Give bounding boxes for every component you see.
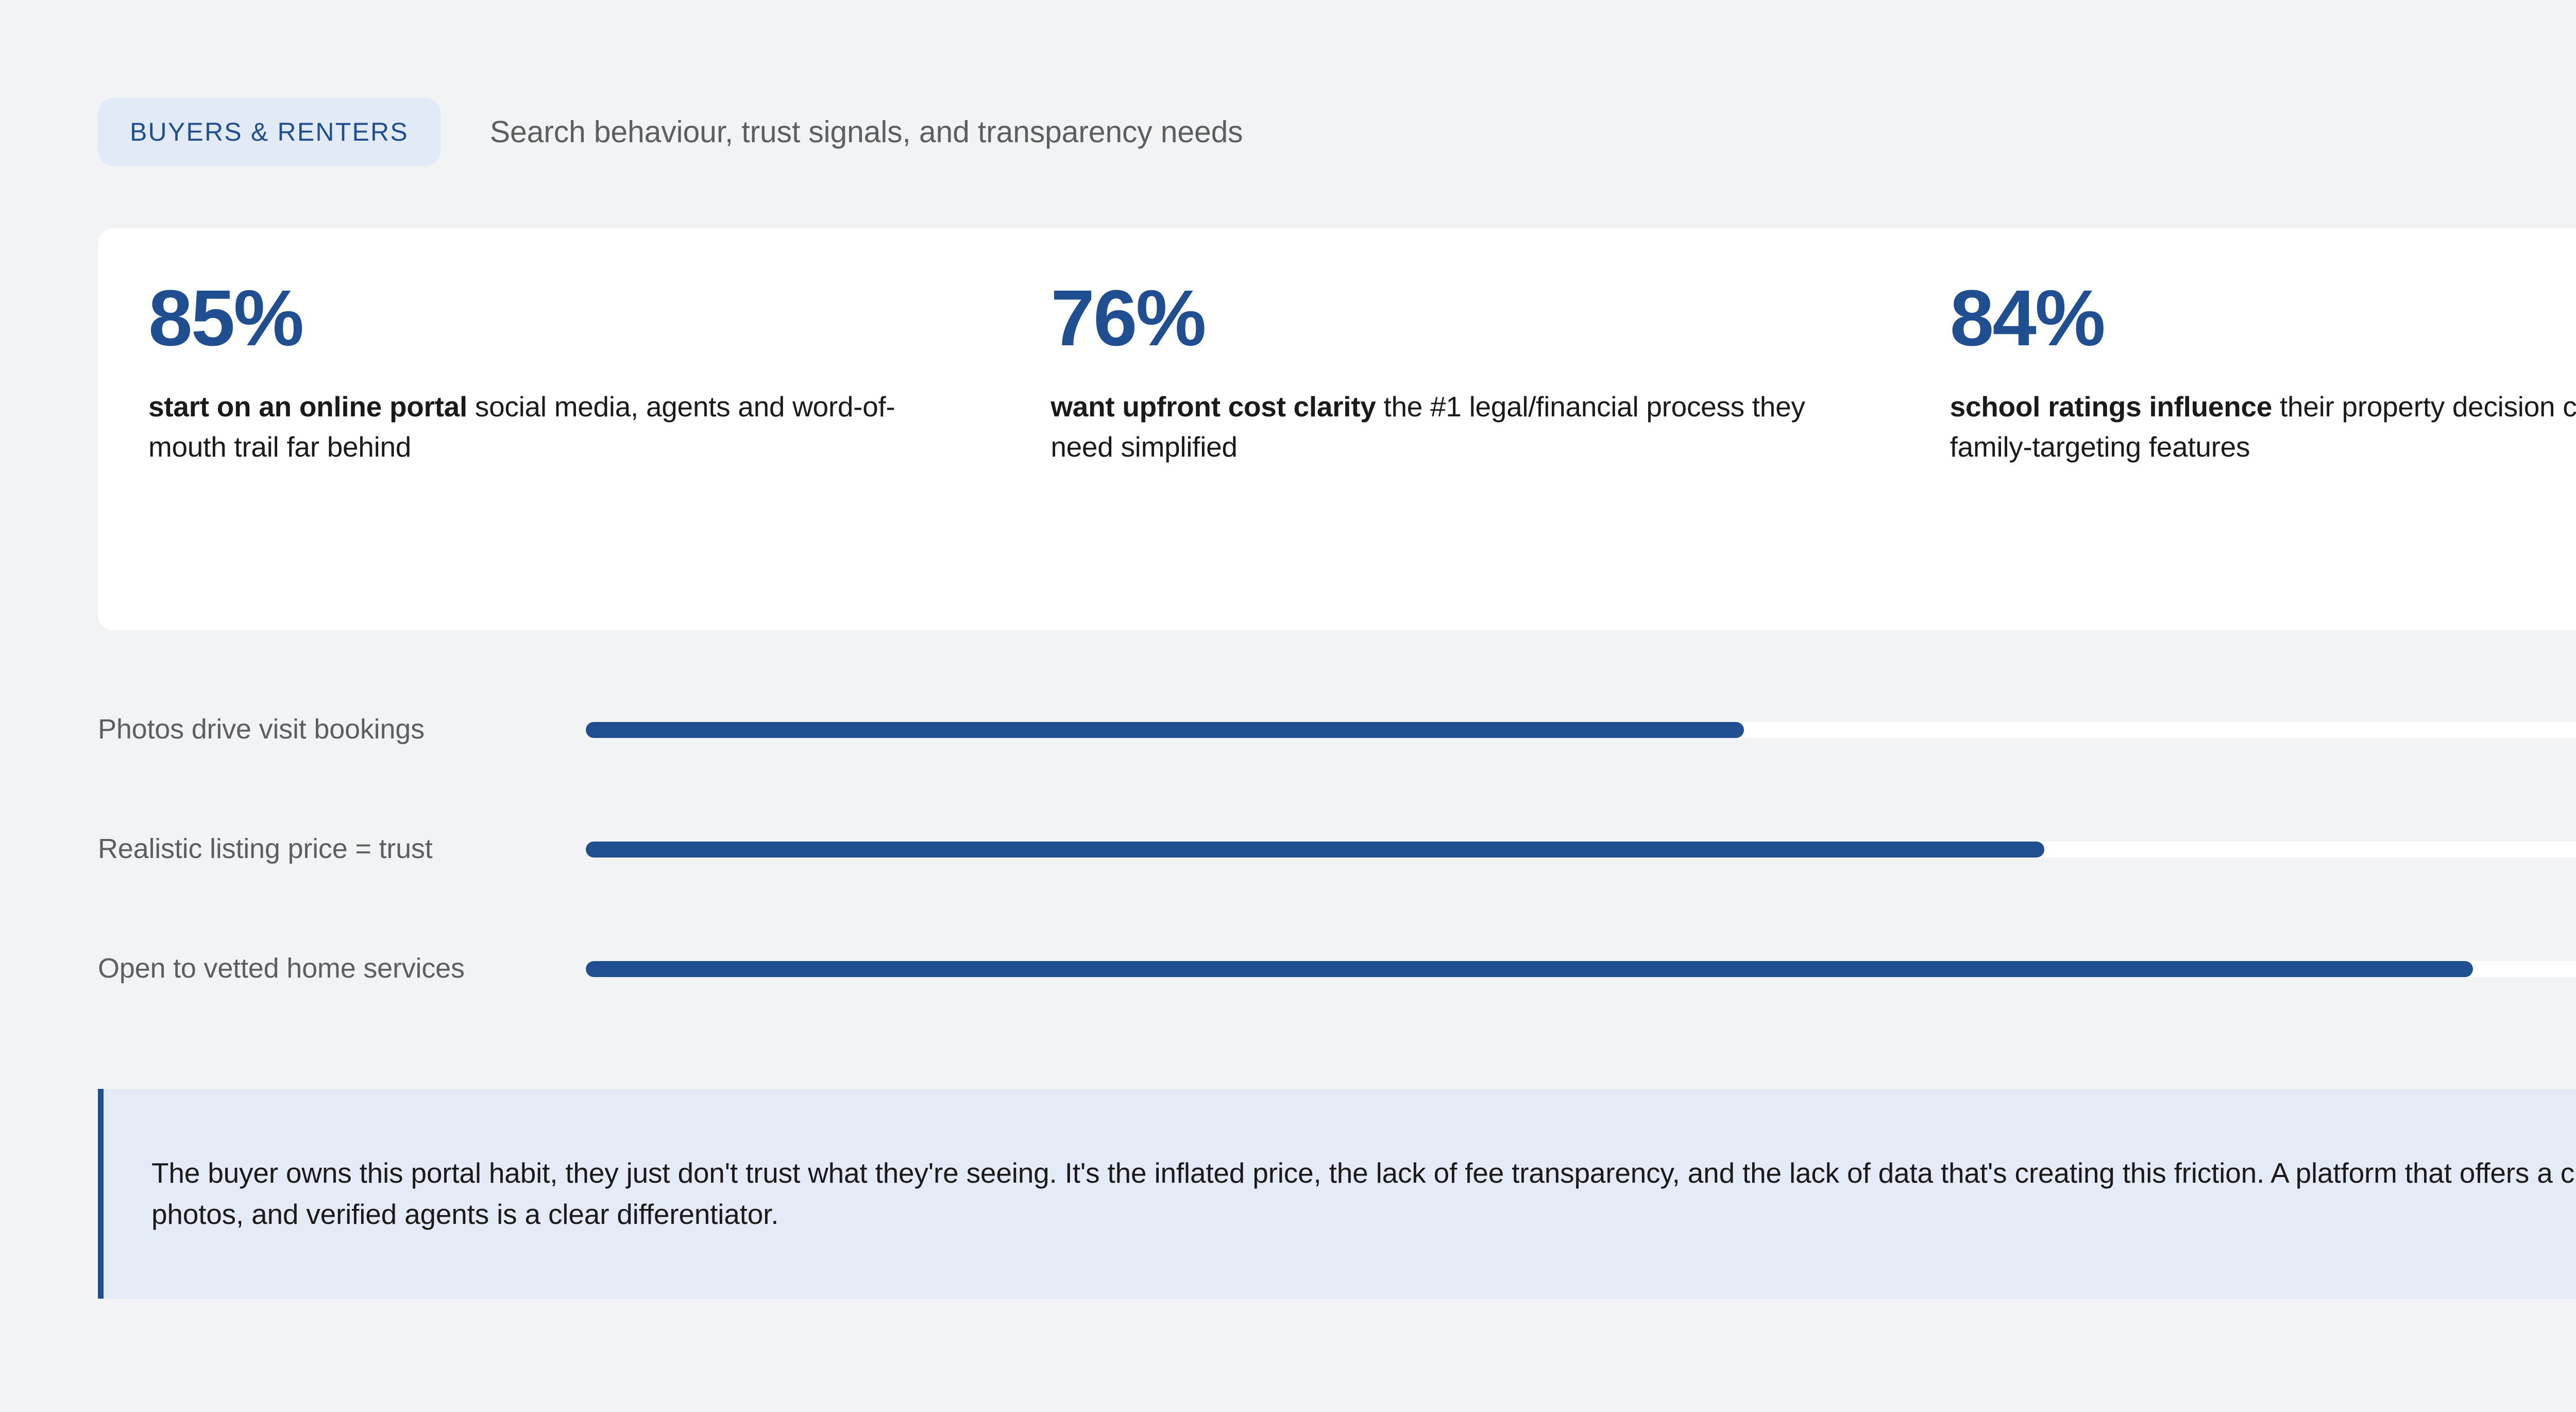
stat-item: 76% want upfront cost clarity the #1 leg…: [1016, 228, 1919, 630]
bar-track: [586, 961, 2576, 977]
stat-rest: their property decision critical for fam…: [1950, 391, 2576, 463]
section-subtitle: Search behaviour, trust signals, and tra…: [489, 115, 1243, 149]
bar-track: [586, 841, 2576, 858]
bar-label: Open to vetted home services: [98, 953, 465, 984]
stat-rest: the #1 legal/financial process they need…: [1050, 391, 1805, 463]
bar-row: Open to vetted home services 88%: [98, 909, 2576, 1029]
stat-description: start on an online portal social media, …: [148, 386, 916, 467]
stat-rest: social media, agents and word-of-mouth t…: [148, 391, 895, 463]
bar-row: Realistic listing price = trust 68%: [98, 789, 2576, 909]
insight-callout-text: The buyer owns this portal habit, they j…: [151, 1156, 2576, 1230]
audience-badge: BUYERS & RENTERS: [98, 98, 440, 166]
bar-label: Photos drive visit bookings: [98, 714, 425, 745]
bar-label: Realistic listing price = trust: [98, 833, 433, 865]
bar-fill: [586, 721, 1744, 738]
bar-row: Photos drive visit bookings 54%: [98, 670, 2576, 789]
stat-lead: start on an online portal: [148, 391, 467, 423]
bar-fill: [586, 961, 2473, 977]
stat-lead: want upfront cost clarity: [1050, 391, 1376, 423]
bar-fill: [586, 841, 2044, 858]
bar-track: [586, 721, 2576, 738]
stats-card: 85% start on an online portal social med…: [98, 228, 2576, 630]
stat-value: 85%: [148, 274, 304, 362]
stat-description: school ratings influence their property …: [1950, 386, 2576, 467]
stat-value: 76%: [1050, 274, 1206, 362]
insight-callout: The buyer owns this portal habit, they j…: [98, 1089, 2576, 1299]
stat-item: 85% start on an online portal social med…: [98, 228, 1016, 630]
section-header: BUYERS & RENTERS Search behaviour, trust…: [98, 98, 1243, 166]
stat-description: want upfront cost clarity the #1 legal/f…: [1050, 386, 1818, 467]
stat-lead: school ratings influence: [1950, 391, 2273, 423]
stat-item: 84% school ratings influence their prope…: [1919, 228, 2576, 630]
stat-value: 84%: [1950, 274, 2106, 362]
metric-bar-chart: Photos drive visit bookings 54% Realisti…: [98, 670, 2576, 1029]
